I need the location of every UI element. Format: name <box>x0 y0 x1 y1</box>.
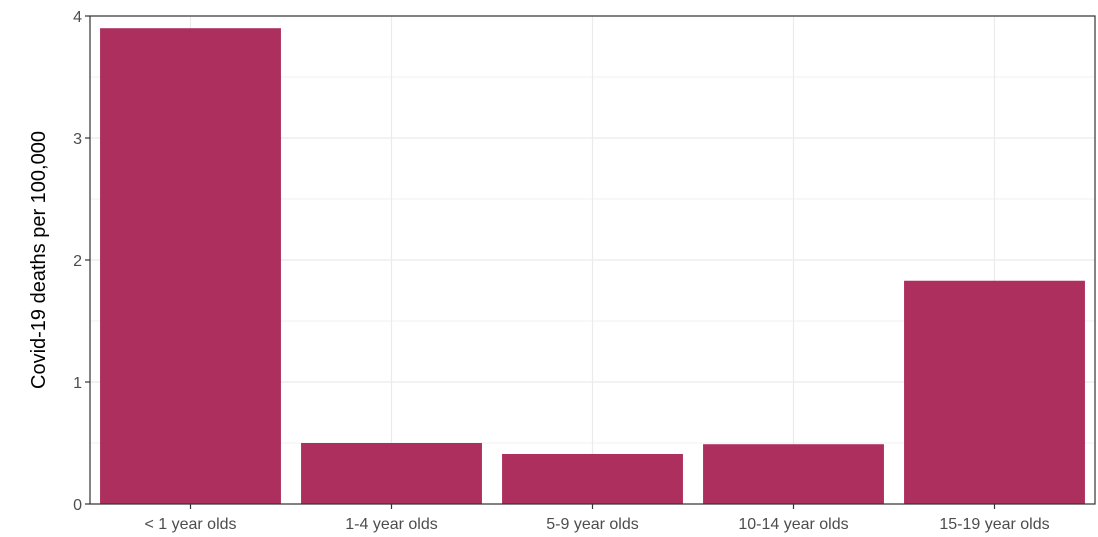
bar <box>703 444 884 504</box>
y-axis: 0 1 2 3 4 <box>73 9 90 514</box>
y-tick-label: 2 <box>73 253 82 270</box>
bar <box>100 28 281 504</box>
y-tick-label: 3 <box>73 131 82 148</box>
y-axis-title: Covid-19 deaths per 100,000 <box>28 131 50 389</box>
x-tick-label: 5-9 year olds <box>546 516 639 533</box>
bar <box>301 443 482 504</box>
bar <box>904 280 1085 504</box>
bars <box>100 28 1085 504</box>
bar <box>502 453 683 504</box>
x-tick-label: < 1 year olds <box>144 516 236 533</box>
x-tick-label: 1-4 year olds <box>345 516 438 533</box>
y-tick-label: 4 <box>73 9 82 26</box>
x-tick-label: 10-14 year olds <box>738 516 848 533</box>
y-tick-label: 0 <box>73 497 82 514</box>
x-axis: < 1 year olds 1-4 year olds 5-9 year olds 1… <box>144 504 1050 533</box>
y-tick-label: 1 <box>73 375 82 392</box>
x-tick-label: 15-19 year olds <box>939 516 1049 533</box>
